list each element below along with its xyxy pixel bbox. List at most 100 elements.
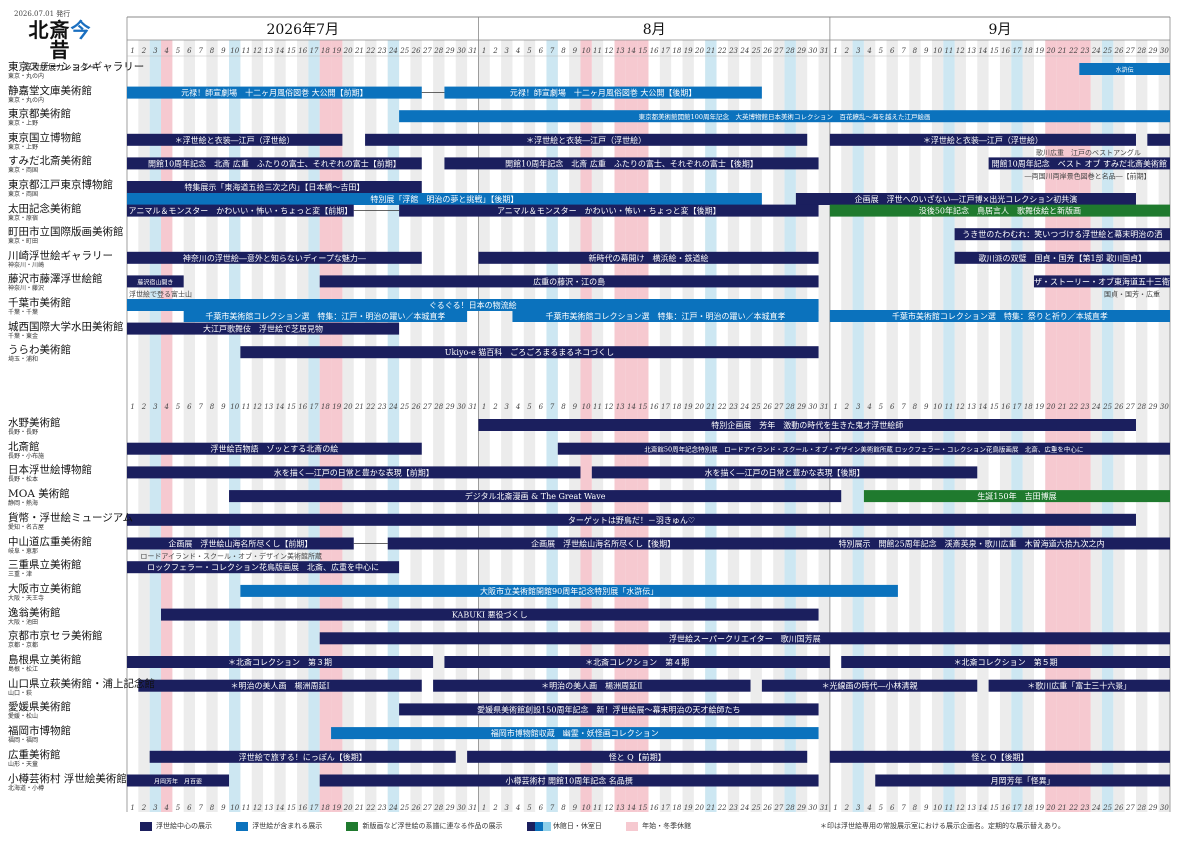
day-number: 23 — [728, 47, 738, 55]
exhibition-bar[interactable] — [138, 679, 422, 692]
day-number: 16 — [298, 804, 307, 812]
day-number: 11 — [242, 403, 251, 411]
exhibition-bar[interactable] — [444, 86, 762, 99]
day-number: 21 — [354, 403, 364, 411]
exhibition-bar[interactable] — [127, 656, 434, 668]
exhibition-bar[interactable] — [761, 679, 978, 692]
exhibition-bar[interactable] — [127, 442, 422, 455]
exhibition-bar[interactable] — [365, 133, 808, 146]
day-number: 12 — [956, 403, 965, 411]
exhibition-bar[interactable] — [1033, 275, 1170, 288]
day-number: 24 — [1091, 804, 1101, 812]
exhibition-title: 新時代の幕開け 横浜絵・鉄道絵 — [589, 253, 709, 263]
day-number: 23 — [728, 804, 738, 812]
day-number: 30 — [457, 403, 466, 411]
exhibition-bar[interactable] — [988, 679, 1170, 692]
exhibition-bar[interactable] — [795, 193, 1136, 205]
exhibition-title: 開館10周年記念 北斎 広重 ふたりの富士、それぞれの富士【後期】 — [505, 158, 758, 168]
day-number: 5 — [176, 804, 181, 812]
exhibition-bar[interactable] — [829, 750, 1170, 763]
venue-name: 島根県立美術館 — [8, 654, 82, 666]
exhibition-bar[interactable] — [399, 110, 1171, 123]
venue-address: 長野・小布施 — [8, 452, 45, 460]
day-number: 26 — [1114, 47, 1124, 55]
exhibition-bar[interactable] — [127, 322, 400, 335]
exhibition-bar[interactable] — [331, 727, 819, 740]
exhibition-bar[interactable] — [127, 513, 1136, 526]
exhibition-bar[interactable] — [478, 419, 1136, 431]
exhibition-bar[interactable] — [841, 656, 1170, 668]
exhibition-bar[interactable] — [829, 133, 1136, 146]
exhibition-bar[interactable] — [773, 537, 1170, 550]
exhibition-bar[interactable] — [512, 310, 819, 322]
exhibition-bar[interactable] — [319, 632, 1170, 645]
exhibition-bar[interactable] — [127, 275, 184, 288]
exhibition-bar[interactable] — [478, 251, 819, 264]
day-number: 3 — [153, 804, 158, 812]
venue-name: 逸翁美術館 — [8, 606, 61, 619]
day-number: 24 — [388, 47, 398, 55]
exhibition-bar[interactable] — [127, 251, 422, 264]
exhibition-bar[interactable] — [149, 750, 456, 763]
exhibition-bar[interactable] — [863, 490, 1170, 503]
exhibition-bar[interactable] — [444, 157, 819, 170]
day-number: 28 — [1136, 403, 1146, 411]
exhibition-title: アニマル＆モンスター かわいい・怖い・ちょっと変【後期】 — [497, 206, 721, 216]
exhibition-bar[interactable] — [591, 466, 978, 479]
exhibition-title: 水滸伝 — [1116, 66, 1134, 74]
exhibition-bar[interactable] — [127, 181, 422, 193]
day-number: 29 — [1148, 403, 1158, 411]
exhibition-bar[interactable] — [127, 561, 400, 574]
day-number: 7 — [901, 403, 906, 411]
exhibition-bar[interactable] — [127, 157, 422, 170]
exhibition-bar[interactable] — [954, 251, 1170, 264]
exhibition-bar[interactable] — [127, 86, 422, 99]
exhibition-bar[interactable] — [399, 703, 819, 716]
exhibition-bar[interactable] — [127, 537, 354, 550]
exhibition-bar[interactable] — [829, 204, 1170, 217]
exhibition-bar[interactable] — [387, 537, 819, 550]
exhibition-bar[interactable] — [954, 228, 1170, 241]
exhibition-bar[interactable] — [1079, 63, 1170, 75]
day-number: 31 — [820, 47, 829, 55]
exhibition-bar[interactable] — [127, 774, 230, 787]
day-number: 23 — [1080, 804, 1090, 812]
exhibition-bar[interactable] — [229, 490, 842, 503]
exhibition-title: 神奈川の浮世絵―意外と知らないディープな魅力― — [183, 253, 366, 263]
venue-label: 大阪市立美術館 大阪・天王寺 — [8, 583, 82, 602]
exhibition-bar[interactable] — [127, 193, 762, 205]
exhibition-bar[interactable] — [399, 204, 819, 217]
exhibition-bar[interactable] — [127, 133, 343, 146]
day-number: 28 — [785, 804, 795, 812]
venue-name: MOA 美術館 — [8, 488, 70, 501]
exhibition-bar[interactable] — [127, 466, 581, 479]
exhibition-bar[interactable] — [988, 157, 1170, 170]
exhibition-bar[interactable] — [319, 275, 819, 288]
exhibition-bar[interactable] — [161, 608, 819, 621]
day-number: 2 — [141, 47, 147, 55]
venue-address: 岐阜・恵那 — [8, 547, 39, 555]
exhibition-bar[interactable] — [875, 774, 1170, 787]
exhibition-bar[interactable] — [240, 584, 898, 597]
venue-address: 長野・長野 — [8, 429, 39, 436]
exhibition-bar[interactable] — [183, 310, 468, 322]
exhibition-bar[interactable] — [829, 310, 1170, 322]
day-number: 13 — [967, 804, 976, 812]
exhibition-bar[interactable] — [557, 442, 1170, 455]
exhibition-bar[interactable] — [467, 750, 808, 763]
venue-name: 静嘉堂文庫美術館 — [8, 84, 92, 97]
venue-label: 千葉市美術館 千葉・千葉 — [8, 297, 71, 316]
exhibition-bar[interactable] — [433, 679, 751, 692]
venue-name: 山口県立萩美術館・浦上記念館 — [8, 677, 155, 690]
exhibition-bar[interactable] — [127, 204, 354, 217]
exhibition-bar[interactable] — [319, 774, 819, 787]
day-number: 20 — [343, 804, 353, 812]
day-number: 6 — [539, 804, 544, 812]
exhibition-bar[interactable] — [444, 656, 830, 668]
exhibition-bar[interactable] — [1147, 133, 1170, 146]
exhibition-title: ＊明治の美人画 楊洲周延Ⅰ — [230, 681, 329, 691]
venue-label: 川崎浮世絵ギャラリー 神奈川・川崎 — [8, 250, 113, 269]
exhibition-bar[interactable] — [127, 299, 819, 311]
exhibition-bar[interactable] — [240, 346, 819, 359]
